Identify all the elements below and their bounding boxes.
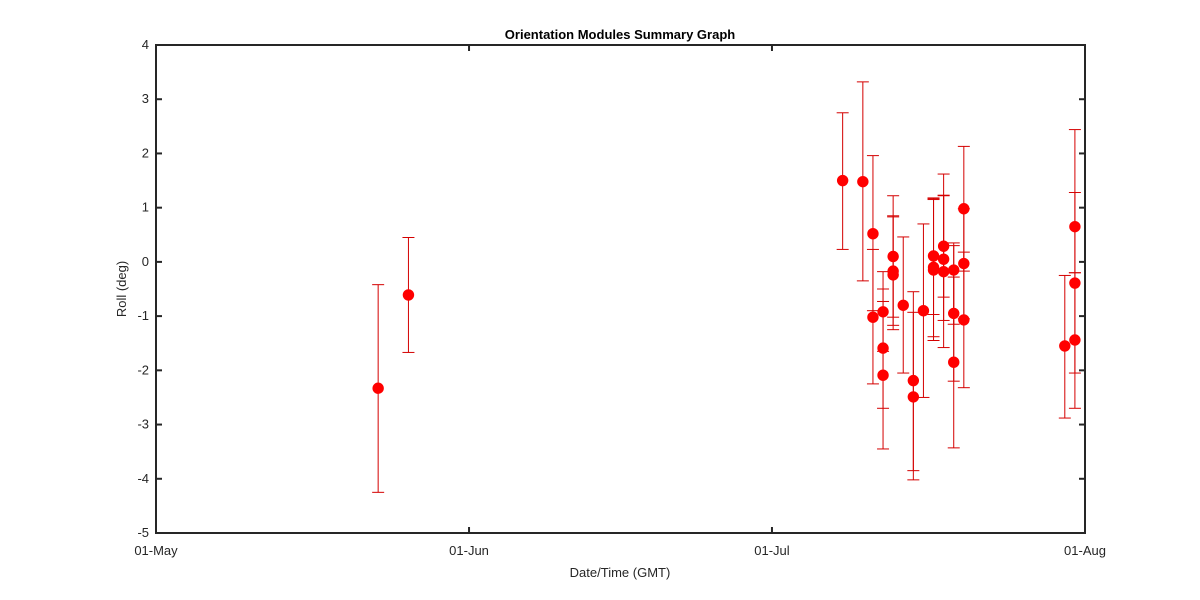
x-tick-label: 01-Jul bbox=[754, 543, 790, 558]
data-point bbox=[1069, 334, 1081, 346]
markers-layer bbox=[372, 174, 1081, 403]
y-tick-label: -2 bbox=[137, 362, 149, 377]
data-point bbox=[402, 289, 415, 301]
data-point bbox=[1059, 340, 1071, 352]
plot-area bbox=[156, 45, 1085, 533]
data-point bbox=[958, 257, 970, 270]
data-point bbox=[937, 240, 950, 252]
data-point bbox=[867, 227, 879, 240]
y-tick-label: 3 bbox=[142, 91, 149, 106]
data-point bbox=[948, 356, 960, 368]
data-point bbox=[907, 391, 920, 403]
data-point bbox=[958, 203, 970, 215]
data-point bbox=[877, 306, 889, 318]
data-point bbox=[958, 314, 970, 326]
data-point bbox=[927, 250, 940, 262]
x-tick-label: 01-May bbox=[134, 543, 178, 558]
data-point bbox=[937, 265, 950, 278]
y-tick-label: -1 bbox=[137, 308, 149, 323]
y-tick-label: -5 bbox=[137, 525, 149, 540]
data-point bbox=[927, 264, 940, 276]
y-tick-label: 1 bbox=[142, 200, 149, 215]
data-point bbox=[877, 369, 889, 381]
data-point bbox=[948, 264, 960, 276]
y-tick-label: 0 bbox=[142, 254, 149, 269]
x-tick-label: 01-Aug bbox=[1064, 543, 1106, 558]
data-point bbox=[937, 253, 950, 265]
data-point bbox=[877, 342, 889, 354]
data-point bbox=[887, 269, 899, 281]
data-point bbox=[372, 382, 384, 394]
data-point bbox=[887, 250, 899, 263]
data-point bbox=[857, 175, 869, 188]
y-tick-label: -3 bbox=[137, 417, 149, 432]
y-tick-label: -4 bbox=[137, 471, 149, 486]
chart-title: Orientation Modules Summary Graph bbox=[505, 27, 735, 42]
x-axis-label: Date/Time (GMT) bbox=[570, 565, 671, 580]
data-point bbox=[836, 174, 849, 187]
y-axis-label: Roll (deg) bbox=[114, 261, 129, 317]
plot-frame bbox=[155, 44, 1086, 534]
data-point bbox=[917, 304, 930, 317]
x-tick-label: 01-Jun bbox=[449, 543, 489, 558]
data-point bbox=[1069, 220, 1081, 233]
y-tick-label: 2 bbox=[142, 145, 149, 160]
y-tick-label: 4 bbox=[142, 37, 149, 52]
data-point bbox=[907, 374, 920, 387]
data-point bbox=[867, 311, 879, 323]
data-point bbox=[1069, 277, 1081, 289]
data-point bbox=[948, 307, 960, 320]
data-point bbox=[897, 299, 909, 311]
